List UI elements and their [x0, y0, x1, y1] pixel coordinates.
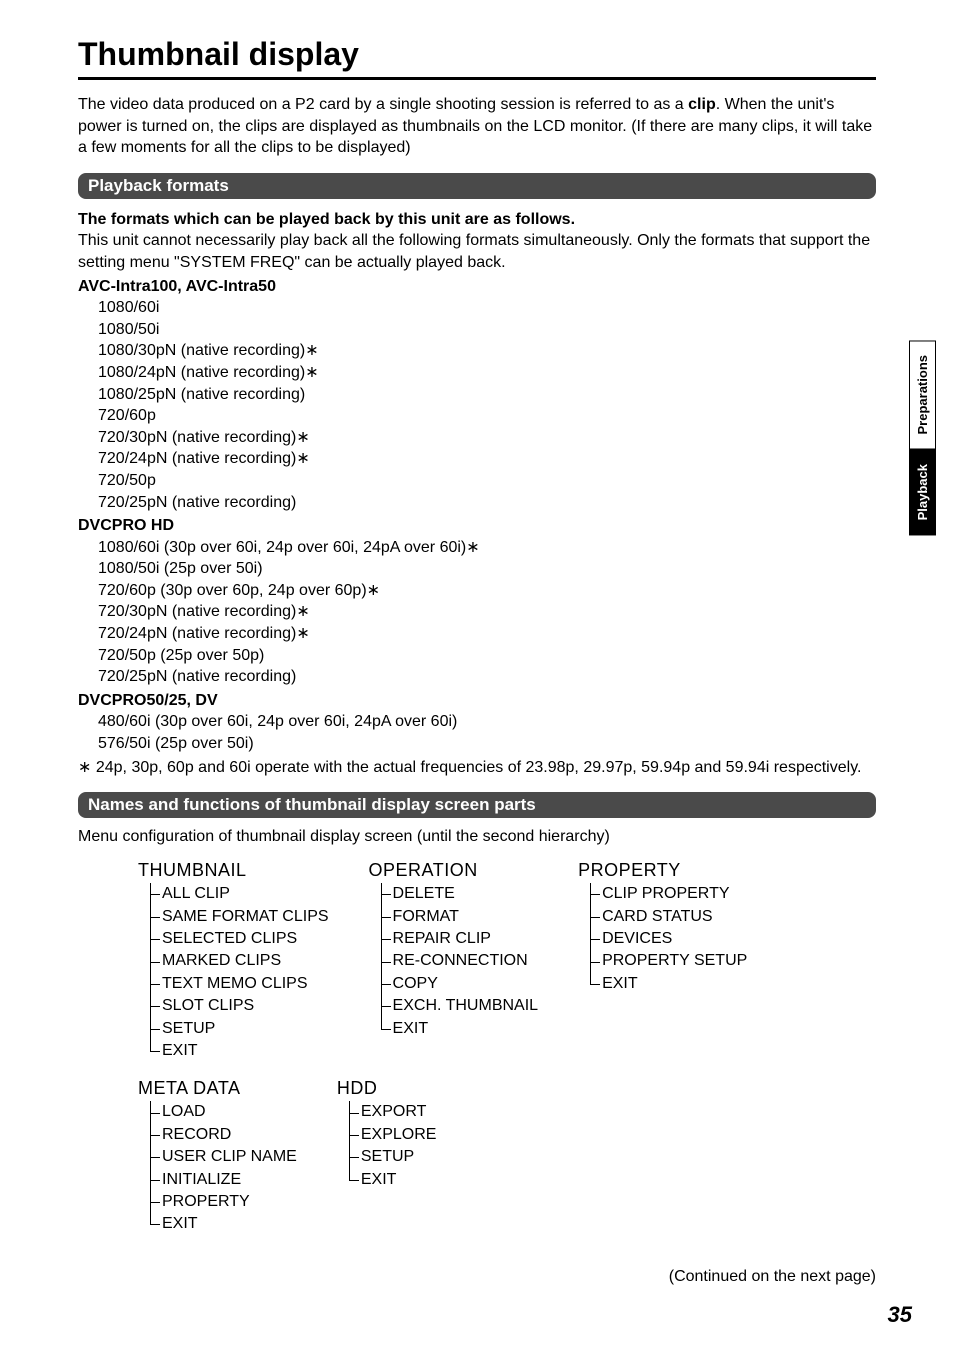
menu-tree-item: SLOT CLIPS	[162, 995, 329, 1017]
menu-tree-column: THUMBNAILALL CLIPSAME FORMAT CLIPSSELECT…	[138, 860, 329, 1062]
format-item: 1080/25pN (native recording)	[78, 384, 876, 406]
menu-tree-item: EXIT	[162, 1213, 297, 1235]
menu-tree-item: ALL CLIP	[162, 883, 329, 905]
format-item: 720/60p (30p over 60p, 24p over 60p)∗	[78, 580, 876, 602]
format-item: 1080/60i	[78, 297, 876, 319]
menu-tree-item: RECORD	[162, 1124, 297, 1146]
format-item: 1080/50i (25p over 50i)	[78, 558, 876, 580]
menu-tree-column: HDDEXPORTEXPLORESETUPEXIT	[337, 1078, 437, 1235]
format-item: 1080/50i	[78, 319, 876, 341]
format-group: DVCPRO50/25, DV480/60i (30p over 60i, 24…	[78, 690, 876, 755]
menu-tree-item: EXPORT	[361, 1101, 437, 1123]
format-item: 720/50p (25p over 50p)	[78, 645, 876, 667]
menu-tree-item: RE-CONNECTION	[393, 950, 539, 972]
menu-tree-items: LOADRECORDUSER CLIP NAMEINITIALIZEPROPER…	[138, 1101, 297, 1235]
formats-line1-bold: The formats which can be played back by …	[78, 211, 575, 228]
menu-config-intro: Menu configuration of thumbnail display …	[78, 828, 876, 846]
menu-tree-item: EXPLORE	[361, 1124, 437, 1146]
format-group: DVCPRO HD1080/60i (30p over 60i, 24p ove…	[78, 515, 876, 688]
menu-tree-title: THUMBNAIL	[138, 860, 329, 881]
menu-tree-items: DELETEFORMATREPAIR CLIPRE-CONNECTIONCOPY…	[369, 883, 539, 1040]
format-item: 720/24pN (native recording)∗	[78, 623, 876, 645]
menu-tree-item: CARD STATUS	[602, 906, 747, 928]
format-item: 720/30pN (native recording)∗	[78, 601, 876, 623]
menu-tree-item: SAME FORMAT CLIPS	[162, 906, 329, 928]
formats-line2: This unit cannot necessarily play back a…	[78, 230, 876, 273]
menu-tree-item: USER CLIP NAME	[162, 1146, 297, 1168]
format-group-title: AVC-Intra100, AVC-Intra50	[78, 276, 876, 298]
side-tabs: Preparations Playback	[909, 340, 936, 536]
menu-tree-item: INITIALIZE	[162, 1169, 297, 1191]
menu-tree-item: SETUP	[162, 1018, 329, 1040]
format-item: 480/60i (30p over 60i, 24p over 60i, 24p…	[78, 711, 876, 733]
format-item: 720/50p	[78, 470, 876, 492]
menu-tree-item: MARKED CLIPS	[162, 950, 329, 972]
page-title: Thumbnail display	[78, 36, 876, 73]
menu-tree-item: FORMAT	[393, 906, 539, 928]
menu-tree-items: CLIP PROPERTYCARD STATUSDEVICESPROPERTY …	[578, 883, 747, 995]
menu-tree-item: EXIT	[361, 1169, 437, 1191]
menu-tree-title: HDD	[337, 1078, 437, 1099]
menu-tree-column: OPERATIONDELETEFORMATREPAIR CLIPRE-CONNE…	[369, 860, 539, 1062]
page-number: 35	[888, 1302, 912, 1328]
format-item: 720/30pN (native recording)∗	[78, 427, 876, 449]
menu-tree-row2: META DATALOADRECORDUSER CLIP NAMEINITIAL…	[78, 1078, 876, 1245]
menu-tree-item: CLIP PROPERTY	[602, 883, 747, 905]
continued-text: (Continued on the next page)	[669, 1268, 876, 1286]
format-item: 1080/30pN (native recording)∗	[78, 340, 876, 362]
format-item: 1080/24pN (native recording)∗	[78, 362, 876, 384]
menu-tree-item: SETUP	[361, 1146, 437, 1168]
menu-tree-title: OPERATION	[369, 860, 539, 881]
intro-text-before: The video data produced on a P2 card by …	[78, 96, 688, 113]
intro-paragraph: The video data produced on a P2 card by …	[78, 94, 876, 159]
menu-tree-items: EXPORTEXPLORESETUPEXIT	[337, 1101, 437, 1191]
tab-playback: Playback	[909, 449, 936, 535]
format-item: 576/50i (25p over 50i)	[78, 733, 876, 755]
format-item: 720/60p	[78, 405, 876, 427]
section-header-playback-formats: Playback formats	[78, 173, 876, 199]
menu-tree-row1: THUMBNAILALL CLIPSAME FORMAT CLIPSSELECT…	[78, 860, 876, 1072]
format-group-title: DVCPRO HD	[78, 515, 876, 537]
formats-line1: The formats which can be played back by …	[78, 209, 876, 231]
menu-tree-item: DEVICES	[602, 928, 747, 950]
menu-tree-item: EXIT	[393, 1018, 539, 1040]
section-header-names-functions: Names and functions of thumbnail display…	[78, 792, 876, 818]
format-group: AVC-Intra100, AVC-Intra501080/60i1080/50…	[78, 276, 876, 514]
menu-tree-items: ALL CLIPSAME FORMAT CLIPSSELECTED CLIPSM…	[138, 883, 329, 1062]
menu-tree-item: EXIT	[602, 973, 747, 995]
menu-tree-item: COPY	[393, 973, 539, 995]
format-item: 720/24pN (native recording)∗	[78, 448, 876, 470]
menu-tree-item: EXCH. THUMBNAIL	[393, 995, 539, 1017]
format-item: 720/25pN (native recording)	[78, 666, 876, 688]
title-underline	[78, 77, 876, 80]
format-item: 1080/60i (30p over 60i, 24p over 60i, 24…	[78, 537, 876, 559]
menu-tree-item: REPAIR CLIP	[393, 928, 539, 950]
menu-tree-item: DELETE	[393, 883, 539, 905]
menu-tree-item: PROPERTY	[162, 1191, 297, 1213]
menu-tree-item: EXIT	[162, 1040, 329, 1062]
menu-tree-title: META DATA	[138, 1078, 297, 1099]
tab-preparations: Preparations	[909, 340, 936, 449]
intro-bold: clip	[688, 96, 716, 113]
menu-tree-item: TEXT MEMO CLIPS	[162, 973, 329, 995]
menu-tree-column: META DATALOADRECORDUSER CLIP NAMEINITIAL…	[138, 1078, 297, 1235]
menu-tree-item: SELECTED CLIPS	[162, 928, 329, 950]
menu-tree-column: PROPERTYCLIP PROPERTYCARD STATUSDEVICESP…	[578, 860, 747, 1062]
format-group-title: DVCPRO50/25, DV	[78, 690, 876, 712]
menu-tree-title: PROPERTY	[578, 860, 747, 881]
formats-footnote: ∗ 24p, 30p, 60p and 60i operate with the…	[78, 757, 876, 779]
format-item: 720/25pN (native recording)	[78, 492, 876, 514]
menu-tree-item: LOAD	[162, 1101, 297, 1123]
menu-tree-item: PROPERTY SETUP	[602, 950, 747, 972]
